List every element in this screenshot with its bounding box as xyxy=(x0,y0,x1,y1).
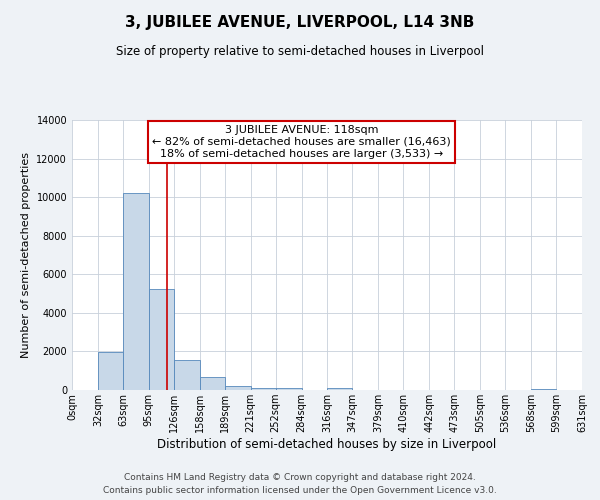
Bar xyxy=(328,388,352,390)
Bar xyxy=(225,386,251,390)
Bar xyxy=(275,388,302,390)
Bar xyxy=(98,352,123,390)
Bar xyxy=(174,360,200,390)
Y-axis label: Number of semi-detached properties: Number of semi-detached properties xyxy=(21,152,31,358)
Text: Contains HM Land Registry data © Crown copyright and database right 2024.
Contai: Contains HM Land Registry data © Crown c… xyxy=(103,474,497,495)
Text: 3 JUBILEE AVENUE: 118sqm
← 82% of semi-detached houses are smaller (16,463)
18% : 3 JUBILEE AVENUE: 118sqm ← 82% of semi-d… xyxy=(152,126,451,158)
X-axis label: Distribution of semi-detached houses by size in Liverpool: Distribution of semi-detached houses by … xyxy=(157,438,497,451)
Text: Size of property relative to semi-detached houses in Liverpool: Size of property relative to semi-detach… xyxy=(116,45,484,58)
Bar xyxy=(531,389,556,390)
Bar xyxy=(200,378,225,390)
Bar xyxy=(123,194,149,390)
Bar xyxy=(149,289,174,390)
Text: 3, JUBILEE AVENUE, LIVERPOOL, L14 3NB: 3, JUBILEE AVENUE, LIVERPOOL, L14 3NB xyxy=(125,15,475,30)
Bar xyxy=(251,388,275,390)
